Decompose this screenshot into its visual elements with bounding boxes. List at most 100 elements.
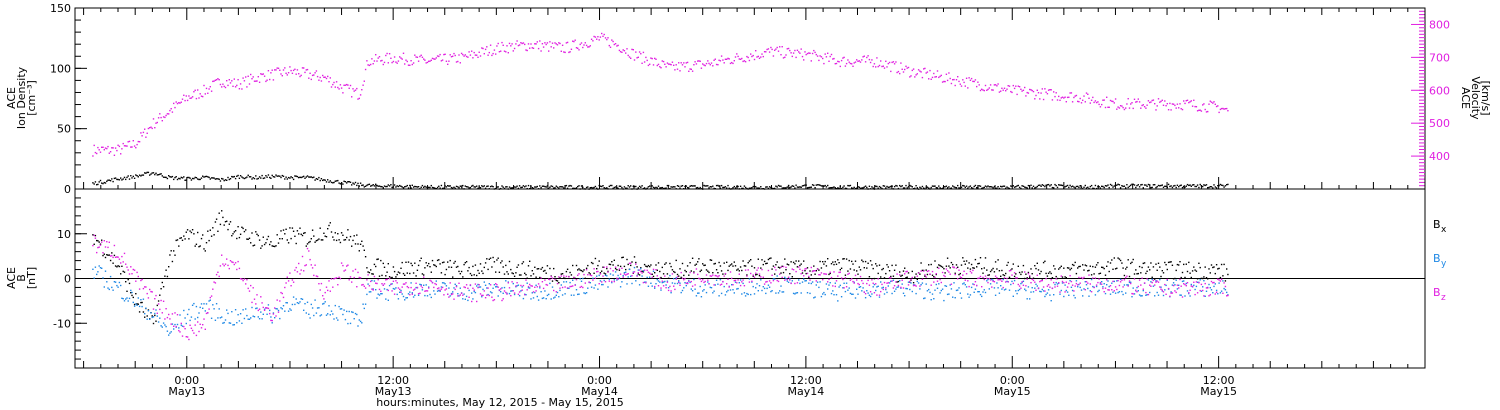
data-point — [834, 63, 836, 65]
data-point — [417, 294, 420, 296]
data-point — [561, 44, 564, 46]
data-point — [1160, 275, 1162, 278]
data-point — [486, 294, 488, 296]
data-point — [459, 273, 461, 275]
data-point — [390, 283, 392, 285]
data-point — [553, 297, 555, 299]
data-point — [279, 300, 281, 302]
data-point — [527, 287, 530, 289]
data-point — [1056, 285, 1059, 287]
data-point — [965, 77, 968, 79]
data-point — [743, 60, 746, 62]
data-point — [133, 303, 136, 306]
data-point — [733, 261, 735, 263]
data-point — [633, 266, 636, 269]
data-point — [1112, 186, 1114, 188]
data-point — [209, 229, 211, 231]
data-point — [1140, 284, 1142, 286]
data-point — [174, 323, 176, 326]
data-point — [808, 52, 810, 54]
data-point — [497, 42, 499, 45]
data-point — [853, 281, 855, 283]
data-point — [107, 287, 109, 289]
data-point — [1198, 109, 1200, 111]
data-point — [319, 227, 321, 229]
data-point — [844, 290, 847, 293]
data-point — [843, 282, 845, 284]
data-point — [767, 258, 770, 261]
data-point — [1074, 95, 1076, 97]
data-point — [406, 60, 408, 63]
data-point — [362, 84, 364, 86]
data-point — [199, 323, 201, 325]
data-point — [652, 275, 655, 278]
data-point — [169, 318, 171, 320]
data-point — [1108, 285, 1110, 288]
data-point — [373, 185, 376, 187]
data-point — [1018, 186, 1021, 189]
data-point — [236, 237, 238, 240]
data-point — [718, 59, 720, 61]
data-point — [790, 52, 792, 54]
data-point — [367, 271, 369, 273]
data-point — [1165, 284, 1167, 287]
data-point — [709, 275, 711, 277]
data-point — [144, 172, 146, 174]
data-point — [848, 287, 850, 289]
data-point — [589, 274, 591, 276]
data-point — [520, 42, 522, 44]
data-point — [101, 239, 103, 241]
data-point — [588, 46, 590, 48]
data-point — [729, 264, 732, 266]
data-point — [923, 68, 925, 70]
data-point — [109, 259, 112, 262]
data-point — [329, 180, 331, 182]
data-point — [516, 185, 518, 187]
data-point — [795, 260, 797, 262]
data-point — [544, 185, 546, 188]
data-point — [435, 283, 437, 286]
data-point — [1022, 89, 1025, 91]
data-point — [231, 311, 233, 313]
data-point — [891, 292, 893, 295]
data-point — [229, 322, 232, 324]
data-point — [146, 315, 148, 317]
data-point — [487, 287, 489, 289]
data-point — [1088, 97, 1090, 99]
data-point — [902, 292, 905, 294]
data-point — [1161, 289, 1163, 291]
data-point — [354, 181, 357, 184]
data-point — [835, 294, 838, 296]
data-point — [368, 291, 371, 293]
data-point — [872, 267, 874, 270]
data-point — [275, 69, 277, 71]
data-point — [621, 186, 623, 189]
data-point — [1012, 282, 1014, 285]
data-point — [561, 294, 564, 296]
data-point — [279, 317, 281, 320]
data-point — [920, 262, 922, 264]
data-point — [524, 43, 526, 46]
data-point — [888, 61, 891, 64]
data-point — [409, 272, 411, 275]
data-point — [1118, 258, 1121, 260]
data-point — [512, 50, 514, 52]
data-point — [1034, 265, 1036, 267]
data-point — [1037, 269, 1040, 271]
data-point — [651, 185, 653, 187]
data-point — [424, 59, 426, 61]
data-point — [1044, 88, 1046, 90]
data-point — [492, 256, 494, 259]
data-point — [1166, 103, 1168, 105]
data-point — [697, 261, 699, 263]
data-point — [1075, 185, 1078, 188]
data-point — [1131, 102, 1133, 104]
data-point — [705, 269, 708, 271]
data-point — [633, 59, 636, 61]
data-point — [497, 286, 499, 288]
data-point — [250, 176, 252, 178]
data-point — [151, 291, 153, 293]
data-point — [810, 282, 812, 285]
data-point — [406, 272, 408, 274]
data-point — [934, 260, 936, 262]
